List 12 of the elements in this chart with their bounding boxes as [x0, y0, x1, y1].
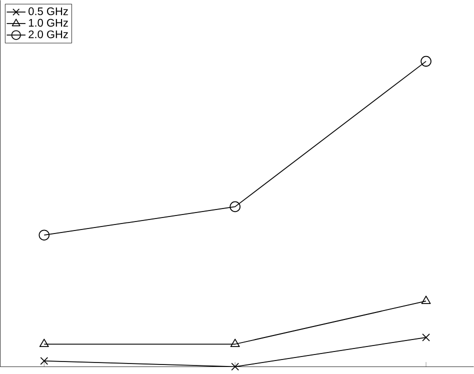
point — [422, 333, 430, 342]
point — [38, 230, 50, 240]
legend-label: 1.0 GHz — [28, 18, 68, 27]
point — [40, 356, 48, 365]
point — [421, 296, 431, 304]
legend-label: 2.0 GHz — [28, 30, 68, 38]
point — [39, 338, 49, 347]
point — [230, 201, 240, 212]
point — [231, 362, 240, 371]
legend-label: 0.5 GHz — [28, 7, 68, 16]
point — [230, 338, 240, 347]
point — [420, 56, 432, 67]
